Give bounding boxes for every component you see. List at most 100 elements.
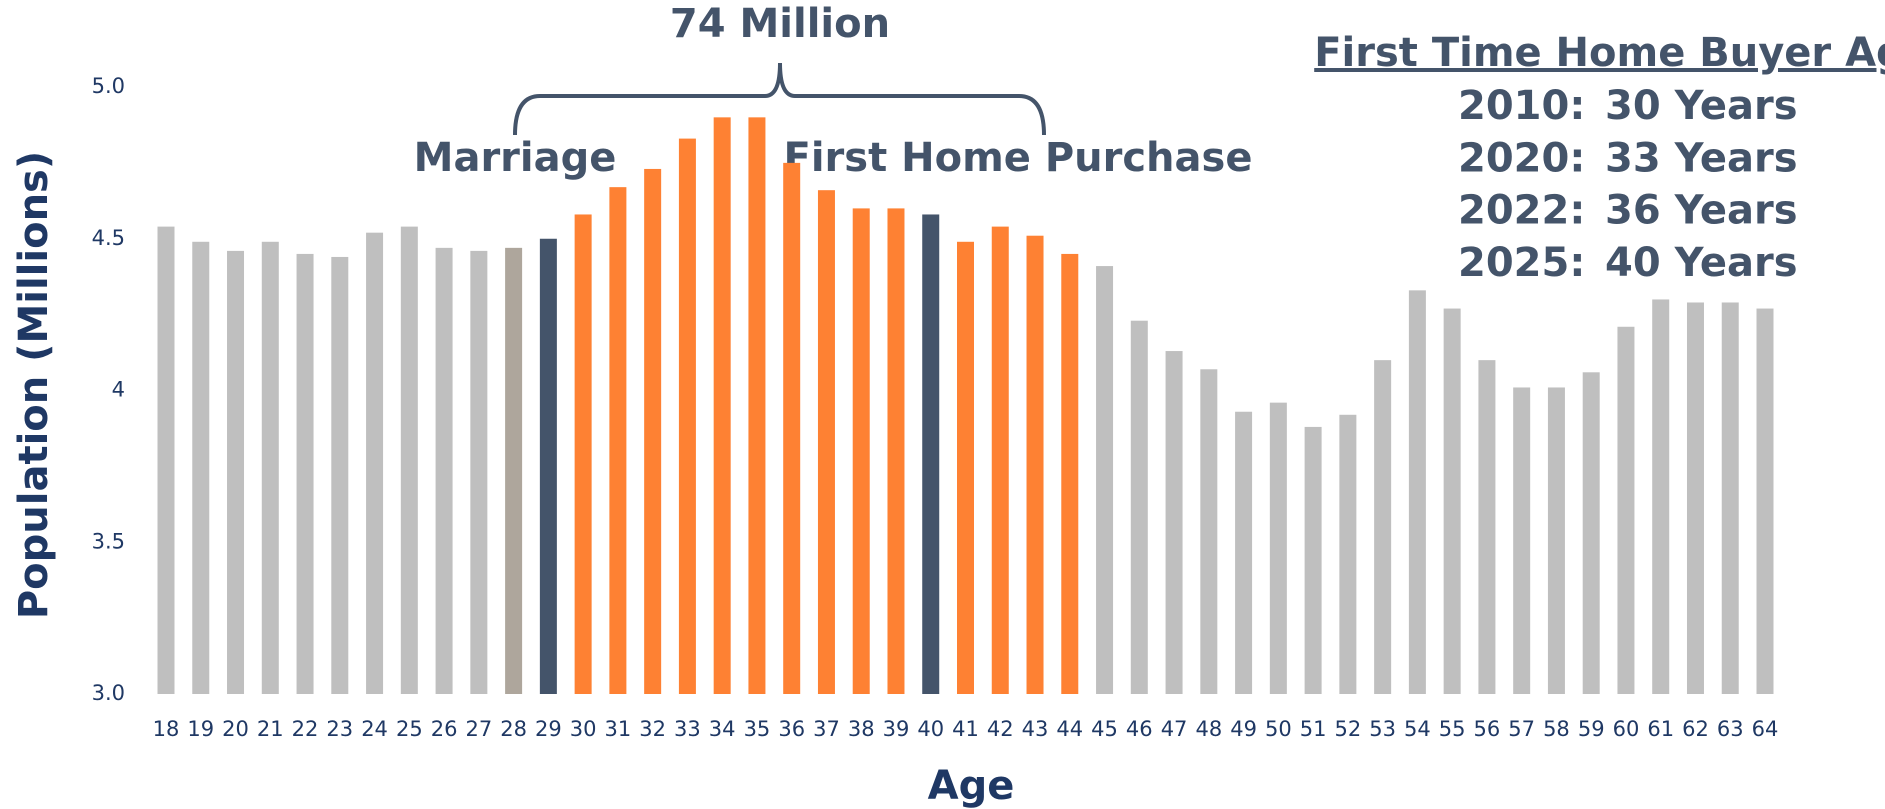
x-tick-label: 46 [1126, 717, 1153, 741]
bar [922, 214, 940, 694]
buyer-age-value: 30 Years [1605, 83, 1798, 129]
x-tick-label: 56 [1474, 717, 1501, 741]
bar [435, 247, 453, 695]
buyer-age-value: 40 Years [1605, 240, 1798, 286]
x-tick-label: 21 [257, 717, 284, 741]
buyer-age-title: First Time Home Buyer Age [1314, 30, 1885, 76]
y-axis-label: Population (Millions) [11, 151, 57, 619]
bar [1582, 372, 1600, 694]
bar [957, 241, 974, 694]
x-tick-label: 34 [709, 717, 736, 741]
buyer-age-year: 2022: [1458, 188, 1585, 234]
y-tick-label: 3.5 [92, 529, 125, 553]
x-axis-label: Age [928, 763, 1015, 809]
bar [1756, 308, 1774, 694]
x-tick-label: 28 [500, 717, 527, 741]
bar [1478, 360, 1496, 694]
y-tick-label: 4 [112, 378, 125, 402]
bar [1269, 402, 1287, 694]
x-tick-label: 23 [326, 717, 353, 741]
bar [678, 138, 696, 695]
bar [887, 208, 905, 694]
bar [470, 250, 488, 694]
bar [1374, 360, 1392, 694]
bar [852, 208, 870, 694]
x-tick-label: 51 [1300, 717, 1327, 741]
bar [609, 187, 627, 694]
x-tick-label: 32 [639, 717, 666, 741]
x-tick-label: 58 [1543, 717, 1570, 741]
x-tick-label: 26 [431, 717, 458, 741]
x-tick-label: 31 [605, 717, 632, 741]
x-tick-label: 40 [917, 717, 944, 741]
bar [1443, 308, 1461, 694]
bar [1130, 320, 1148, 694]
x-tick-label: 37 [813, 717, 840, 741]
x-tick-label: 33 [674, 717, 701, 741]
bar [1026, 235, 1044, 694]
bar [817, 190, 835, 694]
buyer-age-year: 2020: [1458, 135, 1585, 181]
purchase-annotation: First Home Purchase [784, 135, 1253, 181]
x-tick-label: 44 [1056, 717, 1083, 741]
buyer-age-year: 2025: [1458, 240, 1585, 286]
x-tick-label: 43 [1022, 717, 1049, 741]
x-tick-label: 18 [153, 717, 180, 741]
x-tick-label: 60 [1613, 717, 1640, 741]
x-tick-label: 53 [1369, 717, 1396, 741]
x-tick-label: 55 [1439, 717, 1466, 741]
bar [1339, 414, 1357, 694]
x-tick-label: 20 [222, 717, 249, 741]
bar [1165, 351, 1183, 694]
bar [331, 256, 349, 694]
buyer-age-value: 33 Years [1605, 135, 1798, 181]
x-tick-label: 59 [1578, 717, 1605, 741]
bar [1408, 290, 1426, 694]
bar [192, 241, 210, 694]
bar [261, 241, 279, 694]
x-tick-label: 62 [1682, 717, 1709, 741]
x-tick-label: 35 [744, 717, 771, 741]
x-tick-label: 61 [1647, 717, 1674, 741]
bar [783, 162, 801, 694]
x-tick-label: 54 [1404, 717, 1431, 741]
bar [505, 247, 523, 695]
x-tick-label: 27 [465, 717, 492, 741]
x-tick-label: 52 [1335, 717, 1362, 741]
bar [1617, 326, 1635, 694]
bar [366, 232, 384, 694]
x-tick-label: 25 [396, 717, 423, 741]
bar [157, 226, 175, 695]
x-tick-label: 49 [1230, 717, 1257, 741]
x-tick-label: 42 [987, 717, 1014, 741]
bar [644, 168, 662, 694]
bar [1513, 387, 1531, 694]
x-tick-label: 64 [1752, 717, 1779, 741]
total-annotation: 74 Million [670, 1, 890, 47]
bar [1304, 426, 1322, 694]
x-tick-label: 47 [1161, 717, 1188, 741]
y-tick-label: 4.5 [92, 226, 125, 250]
x-tick-label: 29 [535, 717, 562, 741]
bar [991, 226, 1009, 695]
x-tick-label: 57 [1508, 717, 1535, 741]
bar [1096, 266, 1114, 694]
bar [574, 214, 592, 694]
bar [748, 117, 766, 695]
buyer-age-year: 2010: [1458, 83, 1585, 129]
x-tick-label: 50 [1265, 717, 1292, 741]
bar [1721, 302, 1739, 694]
x-tick-label: 41 [952, 717, 979, 741]
bar [1200, 369, 1218, 694]
x-tick-label: 48 [1195, 717, 1222, 741]
x-tick-label: 22 [292, 717, 319, 741]
bar [1686, 302, 1704, 694]
bar [296, 253, 314, 695]
buyer-age-value: 36 Years [1605, 188, 1798, 234]
x-tick-label: 38 [848, 717, 875, 741]
bar [713, 117, 731, 695]
x-tick-label: 19 [187, 717, 214, 741]
x-tick-label: 36 [778, 717, 805, 741]
bar [1652, 299, 1670, 694]
